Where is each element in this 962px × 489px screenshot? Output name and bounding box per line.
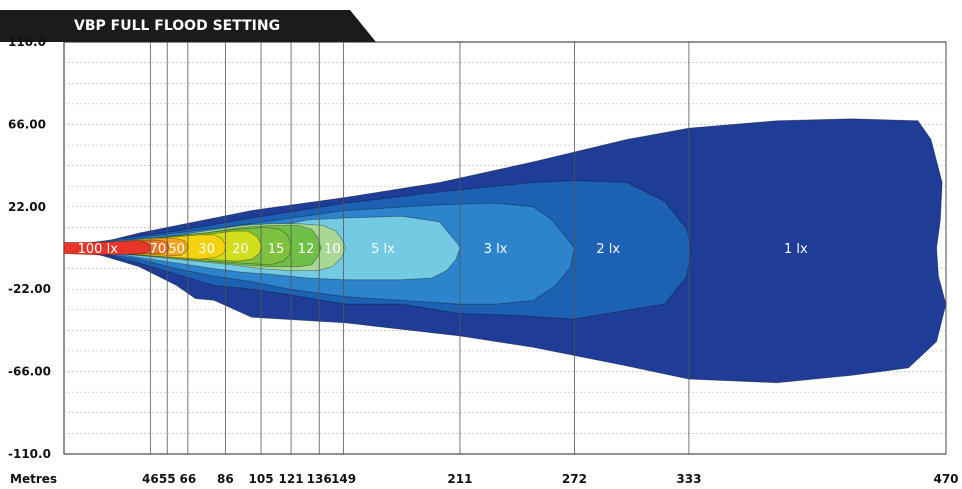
x-tick-label: 86 <box>217 472 234 486</box>
title-banner <box>0 10 376 42</box>
contour-label: 3 lx <box>484 242 508 257</box>
distance-markers <box>149 42 947 454</box>
chart-title: VBP FULL FLOOD SETTING <box>74 18 280 34</box>
x-tick-label: 211 <box>447 472 472 486</box>
x-axis-label: Metres <box>10 472 57 486</box>
contour-label: 50 <box>168 242 185 257</box>
contour-label: 20 <box>232 242 249 257</box>
contour-label: 2 lx <box>596 242 620 257</box>
x-tick-label: 333 <box>676 472 701 486</box>
x-tick-label: 470 <box>933 472 958 486</box>
x-axis-ticks: 46 55 66 86 105 121 136 149 211 272 333 470 <box>142 472 959 486</box>
y-tick-label: -110.0 <box>8 447 51 461</box>
y-axis-ticks: 110.0 66.00 22.00 -22.00 -66.00 -110.0 <box>8 35 51 461</box>
x-tick-label: 46 <box>142 472 159 486</box>
x-tick-label: 149 <box>331 472 356 486</box>
isolux-contours <box>63 118 947 384</box>
y-tick-label: 110.0 <box>8 35 46 49</box>
y-tick-label: -22.00 <box>8 282 51 296</box>
x-tick-label: 66 <box>180 472 197 486</box>
contour-label: 10 <box>324 242 341 257</box>
contour-label: 5 lx <box>371 242 395 257</box>
y-tick-label: 22.00 <box>8 200 46 214</box>
y-tick-label: 66.00 <box>8 117 46 131</box>
contour-label: 12 <box>298 242 315 257</box>
contour-label: 100 lx <box>78 242 119 257</box>
x-tick-label: 272 <box>562 472 587 486</box>
contour-label: 70 <box>150 242 167 257</box>
y-tick-label: -66.00 <box>8 365 51 379</box>
x-tick-label: 105 <box>249 472 274 486</box>
contour-label: 1 lx <box>784 242 808 257</box>
x-tick-label: 121 <box>279 472 304 486</box>
x-tick-label: 55 <box>159 472 176 486</box>
contour-label: 15 <box>268 242 285 257</box>
contour-label: 30 <box>198 242 215 257</box>
x-tick-label: 136 <box>307 472 332 486</box>
